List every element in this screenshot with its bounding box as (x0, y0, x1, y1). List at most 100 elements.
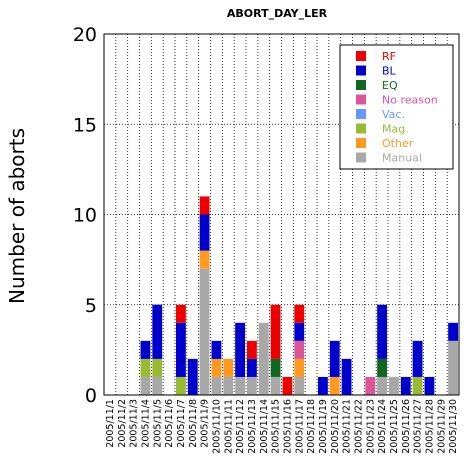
x-tick-label: 2005/11/9 (200, 399, 211, 448)
bar-segment (223, 358, 234, 377)
bar-segment (448, 322, 458, 341)
x-tick-label: 2005/11/1 (105, 399, 116, 448)
bar-segment (235, 376, 245, 395)
y-tick-label: 20 (73, 24, 97, 46)
bar-segment (318, 376, 328, 395)
bar-segment (140, 340, 151, 359)
legend-label: No reason (382, 94, 438, 107)
legend-swatch (356, 152, 366, 163)
x-tick-label: 2005/11/5 (152, 399, 163, 448)
x-tick-label: 2005/11/8 (188, 399, 199, 448)
bar-segment (187, 358, 198, 395)
y-tick-label: 0 (85, 385, 97, 407)
grid-lines (104, 34, 459, 395)
bar-segment (389, 376, 399, 395)
plot-frame (103, 33, 460, 396)
x-tick-label: 2005/11/14 (259, 399, 270, 454)
x-tick-label: 2005/11/27 (413, 399, 424, 454)
bar-segment (199, 250, 210, 269)
legend-label: Manual (382, 152, 422, 165)
legend-swatch (356, 138, 366, 148)
bar-segment (176, 376, 186, 395)
x-tick-label: 2005/11/21 (342, 399, 353, 454)
x-tick-label: 2005/11/24 (377, 399, 388, 454)
x-tick-label: 2005/11/17 (294, 399, 305, 454)
bar-segment (400, 376, 411, 395)
bar-segment (199, 214, 210, 251)
bar-segment (247, 340, 257, 359)
legend-label: EQ (382, 79, 398, 92)
legend-label: Mag. (382, 123, 409, 136)
x-tick-label: 2005/11/25 (389, 399, 400, 454)
bar-segment (294, 358, 305, 377)
x-tick-label: 2005/11/3 (129, 399, 140, 448)
bar-segment (223, 376, 234, 395)
bar-segment (176, 322, 186, 377)
bar-segment (270, 358, 281, 377)
bar-segment (247, 376, 257, 395)
legend-label: RF (382, 50, 396, 63)
x-tick-label: 2005/11/6 (164, 399, 175, 448)
bar-segment (294, 304, 305, 323)
bar-segment (235, 322, 245, 377)
bar-segment (211, 358, 222, 377)
legend-swatch (356, 123, 366, 134)
bar-segment (329, 340, 340, 377)
legend-label: BL (382, 65, 397, 78)
bar-segment (140, 376, 151, 395)
bar-segment (294, 376, 305, 395)
bar-segment (247, 358, 257, 377)
bar-segment (341, 358, 352, 395)
bar-segment (294, 340, 305, 359)
bar-segment (448, 340, 458, 395)
y-tick-label: 15 (73, 114, 97, 136)
x-tick-label: 2005/11/15 (271, 399, 282, 454)
bar-segment (365, 376, 376, 395)
x-tick-label: 2005/11/22 (353, 399, 364, 454)
bar-segment (270, 376, 281, 395)
x-tick-label: 2005/11/10 (211, 399, 222, 454)
legend-label: Vac. (382, 108, 405, 121)
bar-segment (424, 376, 435, 395)
chart-title: ABORT_DAY_LER (227, 7, 328, 20)
bar-segment (377, 376, 387, 395)
bar-segment (270, 304, 281, 359)
bar-segment (329, 376, 340, 395)
x-tick-label: 2005/11/23 (365, 399, 376, 454)
y-tick-label: 10 (73, 205, 97, 227)
bar-segment (152, 304, 163, 359)
bar-segment (258, 322, 269, 395)
x-tick-label: 2005/11/4 (140, 399, 151, 448)
x-tick-label: 2005/11/13 (247, 399, 258, 454)
bar-segment (140, 358, 151, 377)
legend-swatch (356, 94, 366, 105)
legend-swatch (356, 109, 366, 119)
x-tick-label: 2005/11/28 (424, 399, 435, 454)
bar-segment (294, 322, 305, 341)
x-tick-label: 2005/11/11 (223, 399, 234, 454)
x-tick-label: 2005/11/2 (117, 399, 128, 448)
x-tick-label: 2005/11/26 (401, 399, 412, 454)
y-tick-labels: 0 5 10 15 20 (73, 24, 97, 407)
bar-segment (199, 196, 210, 215)
bar-segment (211, 376, 222, 395)
bar-segment (377, 304, 387, 359)
x-tick-label: 2005/11/29 (436, 399, 447, 454)
x-tick-label: 2005/11/18 (306, 399, 317, 454)
x-tick-label: 2005/11/16 (282, 399, 293, 454)
bar-segment (152, 376, 163, 395)
bar-segment (377, 358, 387, 377)
bars (140, 196, 458, 395)
bar-segment (211, 340, 222, 359)
x-tick-label: 2005/11/20 (330, 399, 341, 454)
y-axis-label: Number of aborts (5, 128, 29, 304)
legend-swatch (356, 80, 366, 90)
bar-segment (412, 340, 423, 377)
legend-box (339, 44, 454, 170)
legend-label: Other (382, 137, 414, 150)
x-tick-labels: 2005/11/1 2005/11/2 2005/11/3 2005/11/4 2005… (105, 399, 459, 454)
bar-segment (412, 376, 423, 395)
